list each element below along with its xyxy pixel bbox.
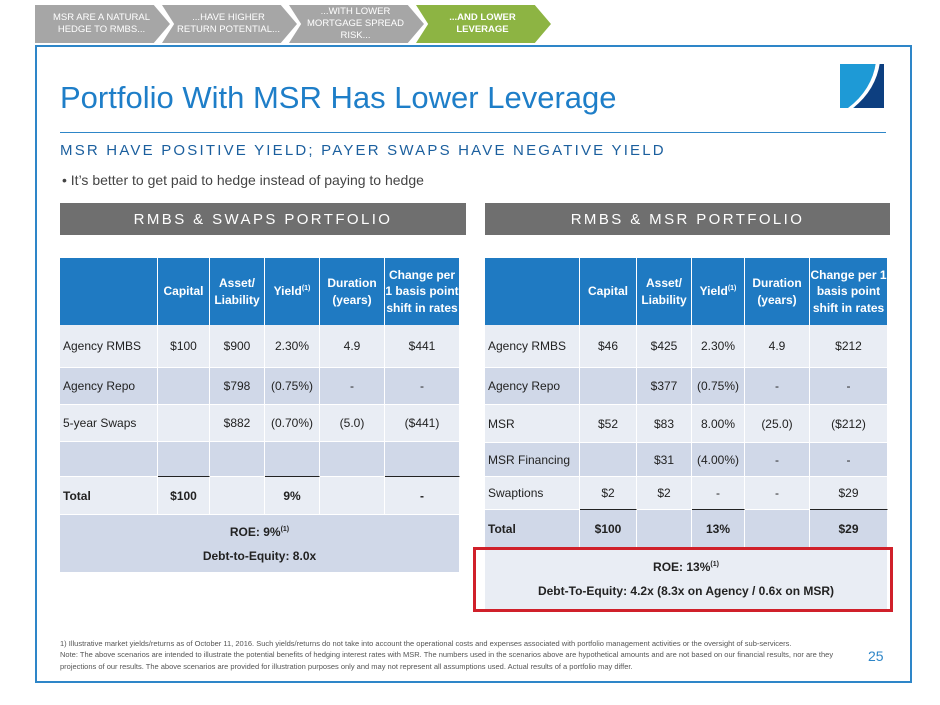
bullet-point: • It’s better to get paid to hedge inste… (62, 172, 424, 188)
left-panel-header: RMBS & SWAPS PORTFOLIO (60, 203, 466, 235)
title-divider (60, 132, 886, 133)
step-3: ...WITH LOWER MORTGAGE SPREAD RISK... (289, 5, 424, 43)
step-1: MSR ARE A NATURAL HEDGE TO RMBS... (35, 5, 170, 43)
table-row: MSR Financing $31 (4.00%) - - (485, 443, 888, 477)
highlight-box (473, 547, 893, 612)
col-change: Change per 1 basis point shift in rates (810, 258, 888, 325)
step-2: ...HAVE HIGHER RETURN POTENTIAL... (162, 5, 297, 43)
roe-row: ROE: 9%(1) Debt-to-Equity: 8.0x (60, 515, 460, 573)
col-duration: Duration (years) (745, 258, 810, 325)
table-row (60, 442, 460, 477)
table-row: Agency Repo $798 (0.75%) - - (60, 368, 460, 405)
page-number: 25 (868, 648, 884, 664)
col-duration: Duration (years) (320, 258, 385, 325)
subtitle: MSR HAVE POSITIVE YIELD; PAYER SWAPS HAV… (60, 142, 666, 159)
page-title: Portfolio With MSR Has Lower Leverage (60, 80, 617, 115)
step-4-active: ...AND LOWER LEVERAGE (416, 5, 551, 43)
total-row: Total $100 9% - (60, 477, 460, 515)
table-row: Agency RMBS $46 $425 2.30% 4.9 $212 (485, 325, 888, 368)
col-asset-liability: Asset/ Liability (637, 258, 692, 325)
total-row: Total $100 13% $29 (485, 510, 888, 548)
company-logo-icon (840, 62, 884, 108)
right-panel-header: RMBS & MSR PORTFOLIO (485, 203, 890, 235)
col-capital: Capital (158, 258, 210, 325)
table-row: Agency Repo $377 (0.75%) - - (485, 368, 888, 405)
table-row: Agency RMBS $100 $900 2.30% 4.9 $441 (60, 325, 460, 368)
col-change: Change per 1 basis point shift in rates (385, 258, 460, 325)
col-capital: Capital (580, 258, 637, 325)
col-yield: Yield(1) (692, 258, 745, 325)
slide-frame (35, 45, 912, 683)
progress-steps: MSR ARE A NATURAL HEDGE TO RMBS... ...HA… (35, 5, 551, 43)
swaps-portfolio-table: Capital Asset/ Liability Yield(1) Duration … (60, 258, 460, 573)
table-row: Swaptions $2 $2- - $29 (485, 477, 888, 510)
table-row: 5-year Swaps $882 (0.70%) (5.0) ($441) (60, 405, 460, 442)
col-yield: Yield(1) (265, 258, 320, 325)
footnotes: 1) Illustrative market yields/returns as… (60, 639, 834, 671)
table-row: MSR $52 $83 8.00% (25.0) ($212) (485, 405, 888, 443)
col-asset-liability: Asset/ Liability (210, 258, 265, 325)
